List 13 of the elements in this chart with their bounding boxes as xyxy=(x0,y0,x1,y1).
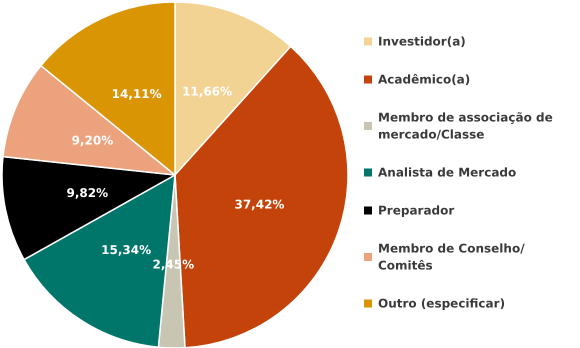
legend-label: Outro (especificar) xyxy=(378,296,506,310)
data-label: 37,42% xyxy=(234,198,284,212)
data-label: 9,82% xyxy=(66,186,108,200)
legend-label: Analista de Mercado xyxy=(378,166,516,180)
data-label: 9,20% xyxy=(72,134,114,148)
legend-label: Preparador xyxy=(378,204,454,218)
data-label: 11,66% xyxy=(182,84,232,98)
data-label: 15,34% xyxy=(101,242,152,257)
legend-label: Membro de Conselho/Comitês xyxy=(378,242,526,272)
legend-label: Investidor(a) xyxy=(378,34,466,48)
legend-label: Acadêmico(a) xyxy=(378,72,470,86)
legend-label: Membro de associação de mercado/Classe xyxy=(378,110,557,142)
data-label: 14,11% xyxy=(112,87,162,102)
